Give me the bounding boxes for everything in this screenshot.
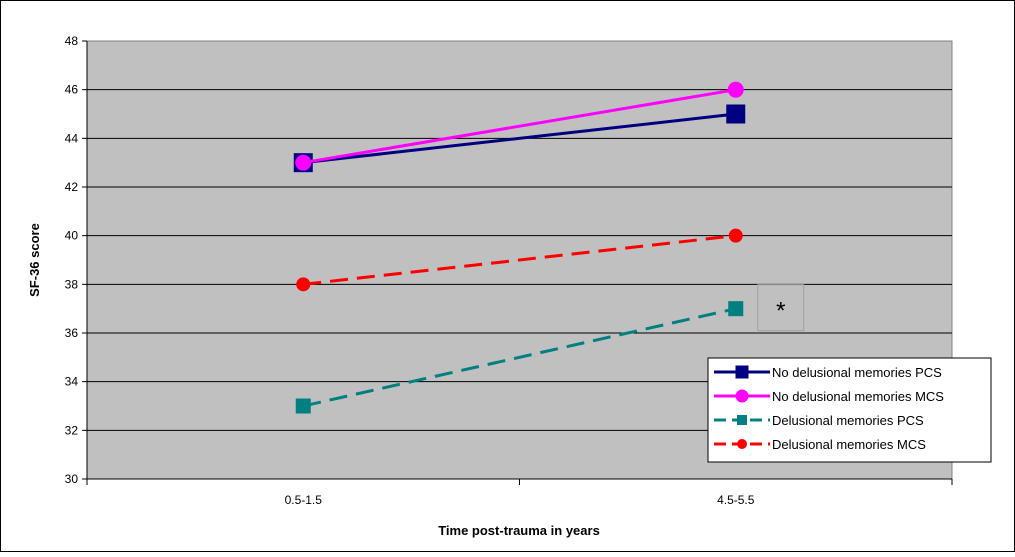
legend-marker <box>735 389 749 403</box>
x-axis-label: Time post-trauma in years <box>438 523 600 538</box>
series-line <box>302 307 737 408</box>
y-tick-label: 44 <box>65 131 79 145</box>
legend-label: No delusional memories PCS <box>772 365 942 380</box>
legend-item: Delusional memories MCS <box>714 437 926 452</box>
data-point <box>295 154 312 171</box>
x-tick-label: 4.5-5.5 <box>717 493 755 507</box>
data-point <box>296 277 311 292</box>
y-tick-label: 46 <box>65 83 79 97</box>
annotation-box <box>757 284 805 332</box>
data-point <box>728 301 744 317</box>
annotation-text: * <box>776 298 785 325</box>
series-4 <box>296 228 743 292</box>
data-point <box>726 104 746 124</box>
series-line <box>303 88 736 165</box>
legend-item: No delusional memories MCS <box>714 389 944 404</box>
y-tick-label: 32 <box>65 423 79 437</box>
legend-marker <box>737 439 747 449</box>
legend-item: No delusional memories PCS <box>714 365 942 380</box>
data-point <box>728 228 743 243</box>
legend-label: No delusional memories MCS <box>772 389 944 404</box>
y-axis-label: SF-36 score <box>27 223 42 297</box>
data-point <box>295 398 311 414</box>
axes: 30 32 34 36 38 40 42 44 46 48 0.5-1.5 4.5-5.5 <box>65 34 953 507</box>
legend-marker <box>737 415 747 425</box>
x-tick-label: 0.5-1.5 <box>285 493 323 507</box>
y-tick-label: 38 <box>65 277 79 291</box>
y-tick-label: 42 <box>65 180 79 194</box>
grid-lines <box>87 89 952 431</box>
series-2 <box>295 81 744 171</box>
y-tick-label: 48 <box>65 34 79 48</box>
series-line <box>303 112 736 165</box>
y-tick-label: 30 <box>65 472 79 486</box>
legend-label: Delusional memories MCS <box>772 437 926 452</box>
series-line <box>303 234 736 286</box>
y-tick-label: 40 <box>65 229 79 243</box>
legend-marker <box>735 365 749 379</box>
series <box>293 81 746 414</box>
series-3 <box>295 301 744 414</box>
legend-label: Delusional memories PCS <box>772 413 924 428</box>
legend: No delusional memories PCS No delusional … <box>707 357 992 463</box>
annotations: * <box>757 284 805 332</box>
legend-item: Delusional memories PCS <box>714 413 924 428</box>
y-tick-label: 36 <box>65 326 79 340</box>
data-point <box>727 81 744 98</box>
y-tick-label: 34 <box>65 375 79 389</box>
